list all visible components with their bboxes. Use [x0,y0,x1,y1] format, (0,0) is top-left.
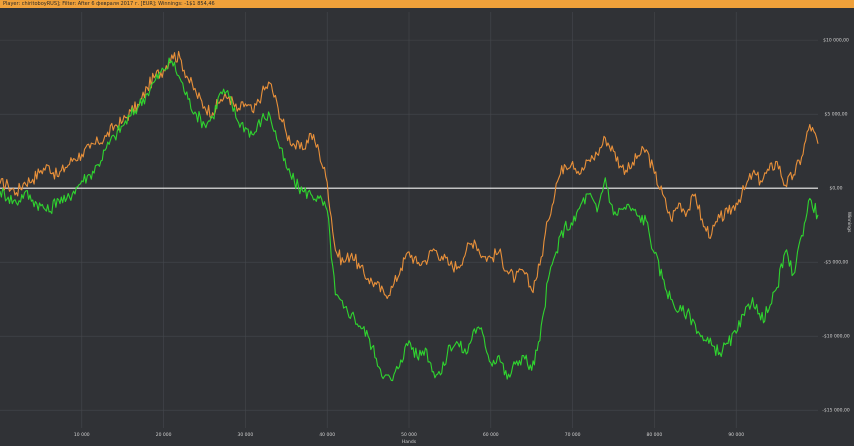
x-tick-label: 50 000 [401,432,417,438]
window-title-bar: Player: chiritoboyRUS]; Filter: After 6 … [0,0,854,8]
y-tick-label: $0,00 [830,186,843,192]
x-tick-label: 80 000 [647,432,663,438]
x-tick-label: 10 000 [74,432,90,438]
chart-grid [0,12,818,428]
x-tick-label: 60 000 [483,432,499,438]
series-lines [0,50,819,382]
x-tick-label: 20 000 [156,432,172,438]
window-title: Player: chiritoboyRUS]; Filter: After 6 … [3,1,215,7]
x-axis-title: Hands [402,439,417,445]
y-tick-label: $5 000,00 [825,112,848,118]
y-axis-ticks: $10 000,00 $5 000,00 $0,00 -$5 000,00 -$10 0… [822,38,850,414]
series-line-2 [0,57,819,382]
y-tick-label: -$10 000,00 [822,334,850,340]
x-tick-label: 40 000 [319,432,335,438]
y-tick-label: -$5 000,00 [824,260,849,266]
y-tick-label: $10 000,00 [823,38,849,44]
x-tick-label: 70 000 [565,432,581,438]
x-tick-label: 30 000 [238,432,254,438]
x-tick-label: 90 000 [728,432,744,438]
x-axis-ticks: 10 000 20 000 30 000 40 000 50 000 60 000 70 0… [74,432,744,438]
y-tick-label: -$15 000,00 [822,408,850,414]
y-axis-title: Winnings [846,212,852,233]
